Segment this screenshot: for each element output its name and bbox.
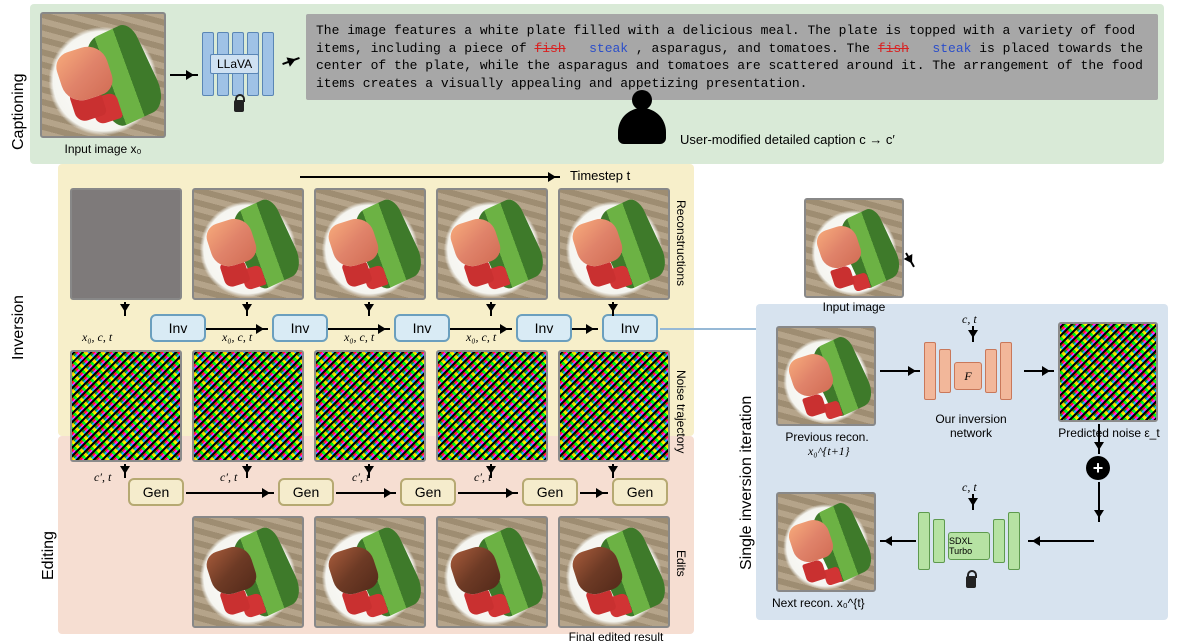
ar-d2: [246, 302, 248, 316]
captioning-label: Captioning: [10, 40, 28, 150]
recon-gray: [70, 188, 182, 300]
noise-1: [70, 350, 182, 462]
edits-side: Edits: [674, 550, 688, 577]
gen-box-2: Gen: [278, 478, 334, 506]
noise-4: [436, 350, 548, 462]
iter-pred-noise: Predicted noise ε_t: [1054, 426, 1164, 440]
nar5: [612, 464, 614, 478]
iter-ar-in2: [905, 253, 915, 268]
sdxl-lock-icon: [966, 576, 976, 588]
edit-3: [436, 516, 548, 628]
noise-5: [558, 350, 670, 462]
x0ct-2: x₀, c, t: [222, 330, 252, 345]
ar-r4: [572, 328, 598, 330]
gar3: [458, 492, 518, 494]
ct-g2: c′, t: [220, 470, 237, 485]
our-inv-net-label: Our inversion network: [916, 412, 1026, 440]
ar-d3: [368, 302, 370, 316]
reconstructions-side: Reconstructions: [674, 200, 688, 286]
nar3: [368, 464, 370, 478]
iter-noise-down: [1098, 424, 1100, 454]
plus-icon: +: [1086, 456, 1110, 480]
inv-box-5: Inv: [602, 314, 658, 342]
editing-label: Editing: [40, 490, 58, 580]
iter-input-image: [804, 198, 904, 298]
iter-prev-label: Previous recon.: [772, 430, 882, 444]
iter-ar-in1: [880, 370, 920, 372]
inversion-network: F: [924, 342, 1012, 400]
x0ct-1: x₀, c, t: [82, 330, 112, 345]
replace-steak2: steak: [932, 41, 971, 56]
gar1: [186, 492, 274, 494]
noise-traj-side: Noise trajectory: [674, 370, 688, 453]
inv-box-4: Inv: [516, 314, 572, 342]
noise-2: [192, 350, 304, 462]
input-image-label: Input image x₀: [40, 142, 166, 156]
iter-connector: [660, 328, 756, 330]
caption-text: The image features a white plate filled …: [306, 14, 1158, 100]
arrow-img-to-llava: [170, 74, 198, 76]
gar4: [580, 492, 608, 494]
noise-3: [314, 350, 426, 462]
user-modified-note: User-modified detailed caption c → c′: [680, 132, 980, 147]
caption-mid1: , asparagus, and tomatoes. The: [636, 41, 878, 56]
iter-plus-down: [1098, 482, 1100, 522]
x0ct-3: x₀, c, t: [344, 330, 374, 345]
user-silhouette-icon: [614, 88, 670, 144]
iter-next-recon: [776, 492, 876, 592]
recon-2: [314, 188, 426, 300]
ar-d1: [124, 302, 126, 316]
iter-noise: [1058, 322, 1158, 422]
gen-box-5: Gen: [612, 478, 668, 506]
iter-ct-top: c, t: [962, 312, 977, 327]
gen-box-3: Gen: [400, 478, 456, 506]
gen-box-1: Gen: [128, 478, 184, 506]
strike-fish1: fish: [534, 41, 565, 56]
sdxl-turbo: SDXL Turbo: [918, 512, 1020, 570]
nar2: [246, 464, 248, 478]
replace-steak1: steak: [589, 41, 628, 56]
edit-4: [558, 516, 670, 628]
gar2: [336, 492, 396, 494]
timestep-label: Timestep t: [570, 168, 670, 183]
edit-1: [192, 516, 304, 628]
inversion-label: Inversion: [10, 250, 28, 360]
iter-ar-sdxl-out: [880, 540, 916, 542]
gen-box-4: Gen: [522, 478, 578, 506]
iter-ct-arrow: [972, 326, 974, 342]
recon-4: [558, 188, 670, 300]
iter-ar-sdxl-in: [1028, 540, 1094, 542]
edit-2: [314, 516, 426, 628]
llava-lock-icon: [234, 100, 244, 112]
iter-ct-bot: c, t: [962, 480, 977, 495]
F-block: F: [954, 362, 982, 390]
inv-box-1: Inv: [150, 314, 206, 342]
sdxl-block: SDXL Turbo: [948, 532, 990, 560]
input-image-x0: [40, 12, 166, 138]
iter-prev-recon: [776, 326, 876, 426]
nar4: [490, 464, 492, 478]
llava-model: LLaVA: [202, 32, 274, 96]
ar-d5: [612, 302, 614, 316]
iter-next-label: Next recon. x₀^{t}: [772, 596, 902, 610]
timestep-arrow: [300, 176, 560, 178]
x0ct-4: x₀, c, t: [466, 330, 496, 345]
nar1: [124, 464, 126, 478]
iter-prev-sym: x₀^{t+1}: [808, 444, 850, 459]
ar-d4: [490, 302, 492, 316]
inv-box-2: Inv: [272, 314, 328, 342]
recon-1: [192, 188, 304, 300]
single-iter-label: Single inversion iteration: [738, 360, 756, 570]
inv-box-3: Inv: [394, 314, 450, 342]
strike-fish2: fish: [878, 41, 909, 56]
recon-3: [436, 188, 548, 300]
llava-tag: LLaVA: [210, 54, 259, 74]
ct-g1: c′, t: [94, 470, 111, 485]
iter-ct-bot-arrow: [972, 494, 974, 510]
iter-ar-to-noise: [1024, 370, 1054, 372]
iter-input-label: Input image: [804, 300, 904, 314]
